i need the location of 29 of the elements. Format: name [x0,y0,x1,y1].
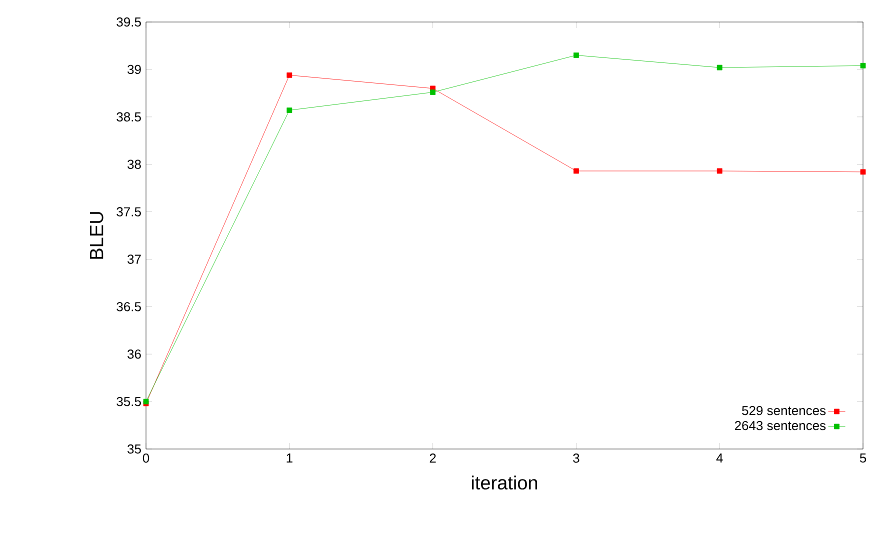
point [860,62,866,68]
x-tick-label: 2 [430,454,436,463]
y-tick-label: 35.5 [116,396,141,406]
point [716,168,722,174]
point [860,169,866,175]
point [716,64,722,70]
y-tick-label: 37 [128,254,141,264]
y-tick-label: 35 [128,444,141,454]
y-axis-title: BLEU [90,212,104,259]
x-tick-label: 4 [716,454,723,462]
x-tick-label: 1 [286,454,292,462]
point [286,72,292,78]
x-axis-title: iteration [472,476,538,490]
x-tick-label: 5 [860,454,866,463]
y-tick-label: 36 [128,350,141,359]
legend-label: 529 sentences [742,406,826,416]
y-tick-label: 37.5 [116,207,141,216]
point [574,52,579,58]
point [286,108,292,113]
legend-label: 2643 sentences [734,420,826,430]
y-tick-label: 36.5 [116,302,141,312]
x-tick-label: 3 [573,454,580,463]
y-tick-label: 39 [128,64,141,74]
point [430,90,436,95]
y-tick-label: 38 [128,160,141,169]
point [574,168,579,174]
x-tick-label: 0 [142,454,150,463]
y-tick-label: 38.5 [116,112,141,122]
y-tick-label: 39.5 [116,17,141,27]
